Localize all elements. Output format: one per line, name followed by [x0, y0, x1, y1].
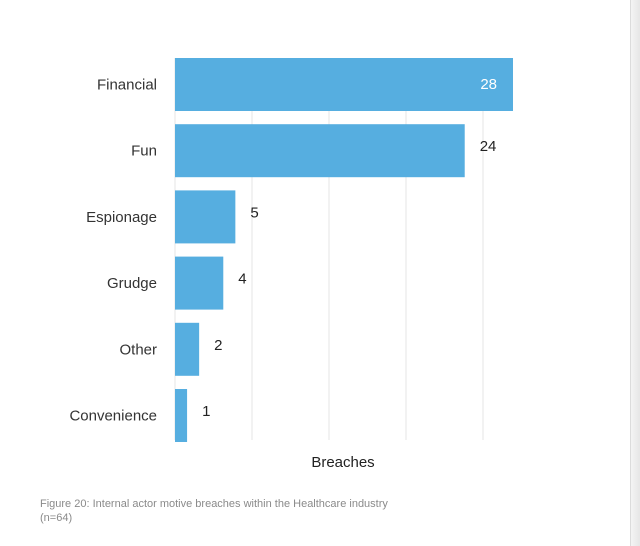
value-label-convenience: 1 — [202, 403, 210, 420]
category-label-financial: Financial — [97, 77, 157, 94]
value-label-espionage: 5 — [250, 204, 258, 221]
bar-espionage — [175, 190, 236, 244]
category-label-espionage: Espionage — [86, 209, 157, 226]
value-label-fun: 24 — [480, 138, 497, 155]
category-label-fun: Fun — [131, 143, 157, 160]
bar-financial — [175, 58, 513, 111]
category-label-convenience: Convenience — [69, 408, 157, 425]
window-edge — [630, 0, 640, 546]
bar-fun — [175, 124, 465, 178]
value-label-other: 2 — [214, 337, 222, 354]
bar-convenience — [175, 389, 188, 442]
bar-grudge — [175, 256, 224, 310]
category-label-other: Other — [119, 341, 157, 358]
bar-other — [175, 322, 200, 376]
bars — [175, 58, 513, 442]
caption-line-2: (n=64) — [40, 512, 73, 524]
caption-line-1: Figure 20: Internal actor motive breache… — [40, 498, 388, 510]
figure-caption: Figure 20: Internal actor motive breache… — [40, 497, 560, 525]
value-label-grudge: 4 — [238, 271, 246, 288]
bar-chart: Financial 28 Fun 24 Espionage 5 Grudge 4 Other 2 C… — [69, 58, 513, 471]
value-label-financial: 28 — [480, 76, 497, 93]
labels: Financial 28 Fun 24 Espionage 5 Grudge 4 Other 2 C… — [69, 76, 497, 425]
x-axis-title: Breaches — [311, 454, 374, 471]
category-label-grudge: Grudge — [107, 275, 157, 292]
gridlines — [174, 58, 484, 440]
